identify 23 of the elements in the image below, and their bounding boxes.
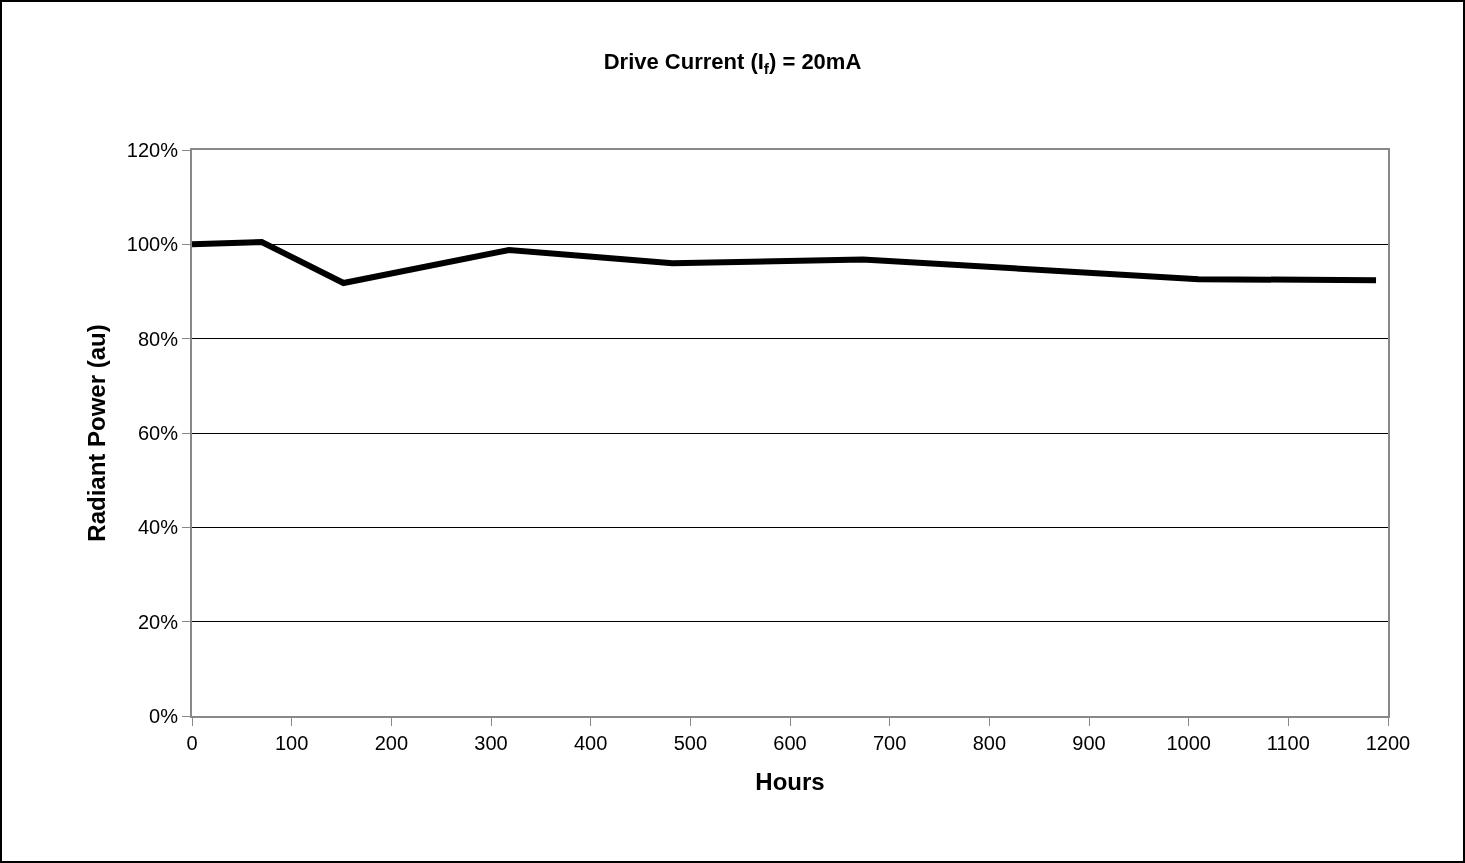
y-tick-label: 60% xyxy=(137,422,179,444)
x-tick-label: 900 xyxy=(1072,732,1106,754)
x-axis-title: Hours xyxy=(755,767,825,795)
y-tick-label: 80% xyxy=(137,327,179,350)
y-tick-label: 120% xyxy=(126,139,179,161)
x-tick-label: 400 xyxy=(573,732,608,754)
x-tick-label: 800 xyxy=(972,732,1007,754)
y-tick-label: 40% xyxy=(137,516,179,539)
chart-title: Drive Current (I$_{f}$) = 20mA xyxy=(603,48,862,77)
y-tick-label: 100% xyxy=(126,233,179,256)
x-tick-label: 1000 xyxy=(1166,732,1211,754)
x-tick-label: 200 xyxy=(374,732,409,754)
x-tick-label: 100 xyxy=(274,732,309,754)
x-tick-label: 300 xyxy=(474,732,508,754)
x-tick-label: 1100 xyxy=(1266,732,1310,754)
x-tick-label: 500 xyxy=(673,732,708,754)
x-tick-label: 0 xyxy=(186,732,198,754)
x-tick-label: 1200 xyxy=(1365,732,1411,754)
x-tick-label: 600 xyxy=(773,732,807,754)
x-tick-label: 700 xyxy=(872,732,907,754)
y-tick-label: 20% xyxy=(137,610,179,633)
y-tick-label: 0% xyxy=(149,705,179,727)
y-axis-title: Radiant Power (au) xyxy=(83,324,111,542)
